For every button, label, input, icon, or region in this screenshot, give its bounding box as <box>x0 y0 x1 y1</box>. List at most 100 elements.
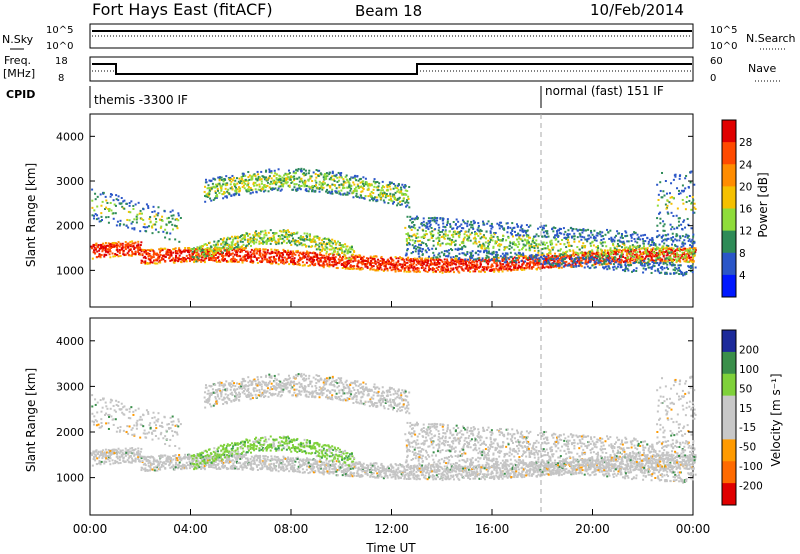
power-cell <box>618 239 621 242</box>
power-cell <box>127 253 130 256</box>
power-cell <box>381 192 384 195</box>
power-cell <box>521 248 524 251</box>
power-cell <box>353 258 356 261</box>
power-cell <box>564 230 567 233</box>
power-cell <box>636 241 639 244</box>
power-cell <box>409 219 412 222</box>
power-cell <box>206 254 209 257</box>
power-cell <box>547 254 550 257</box>
power-cell <box>162 258 165 261</box>
power-cell <box>277 238 280 241</box>
power-cell <box>414 227 417 230</box>
power-cell <box>104 247 107 250</box>
power-cell <box>653 251 656 254</box>
power-cell <box>340 247 343 250</box>
power-cell <box>486 251 489 254</box>
power-cell <box>338 192 341 195</box>
power-cell <box>661 258 664 261</box>
power-cell <box>194 259 197 262</box>
power-cell <box>635 246 638 249</box>
power-cell <box>275 173 278 176</box>
power-cell <box>531 254 534 257</box>
power-cell <box>526 229 529 232</box>
power-cell <box>290 234 293 237</box>
power-cell <box>257 177 260 180</box>
power-cell <box>369 255 372 258</box>
power-cell <box>209 197 212 200</box>
power-cell <box>528 249 531 252</box>
power-cell <box>293 186 296 189</box>
power-cell <box>234 179 237 182</box>
power-cell <box>301 173 304 176</box>
power-cell <box>326 183 329 186</box>
power-cell <box>504 254 507 257</box>
power-cell <box>636 251 639 254</box>
power-cell <box>232 259 235 262</box>
power-cell <box>543 258 546 261</box>
power-cell <box>411 239 414 242</box>
power-cell <box>178 254 181 257</box>
power-cell <box>318 238 321 241</box>
power-cell <box>290 251 293 254</box>
power-cell <box>506 227 509 230</box>
power-cell <box>657 258 660 261</box>
power-cell <box>100 243 103 246</box>
power-cell <box>214 178 217 181</box>
power-cell <box>338 186 341 189</box>
power-cell <box>531 258 534 261</box>
power-cell <box>662 253 665 256</box>
power-cell <box>589 266 592 269</box>
power-cell <box>551 242 554 245</box>
power-cell <box>521 228 524 231</box>
power-cell <box>483 236 486 239</box>
power-cell <box>407 256 410 259</box>
cpid-mode-1: themis -3300 IF <box>94 93 188 107</box>
power-cell <box>406 189 409 192</box>
power-cell <box>391 202 394 205</box>
power-cell <box>222 183 225 186</box>
power-cell <box>265 242 268 245</box>
power-cell <box>284 251 287 254</box>
power-cell <box>466 235 469 238</box>
power-cell <box>270 252 273 255</box>
power-cell <box>333 247 336 250</box>
power-cell <box>320 173 323 176</box>
power-cell <box>328 261 331 264</box>
power-cell <box>440 251 443 254</box>
power-cell <box>161 257 164 260</box>
power-cell <box>405 270 408 273</box>
power-cell <box>469 262 472 265</box>
power-cell <box>632 245 635 248</box>
power-cell <box>536 262 539 265</box>
power-cell <box>404 201 407 204</box>
power-cell <box>325 176 328 179</box>
power-cell <box>210 256 213 259</box>
power-cell <box>248 233 251 236</box>
power-cell <box>403 269 406 272</box>
power-cell <box>624 265 627 268</box>
power-cell <box>444 233 447 236</box>
power-cell <box>198 247 201 250</box>
power-cell <box>256 234 259 237</box>
power-cell <box>426 262 429 265</box>
power-cell <box>493 270 496 273</box>
power-cell <box>338 176 341 179</box>
power-cell <box>499 238 502 241</box>
power-cell <box>567 238 570 241</box>
power-cell <box>306 232 309 235</box>
power-cell <box>320 249 323 252</box>
power-cell <box>497 256 500 259</box>
power-cell <box>343 262 346 265</box>
power-cell <box>289 233 292 236</box>
power-cell <box>225 252 228 255</box>
power-cell <box>654 269 657 272</box>
power-cell <box>234 192 237 195</box>
power-cell <box>441 242 444 245</box>
power-cell <box>646 248 649 251</box>
power-cell <box>600 250 603 253</box>
power-cell <box>401 183 404 186</box>
power-cell <box>653 265 656 268</box>
power-cell <box>634 258 637 261</box>
power-cell <box>177 256 180 259</box>
power-cell <box>124 243 127 246</box>
